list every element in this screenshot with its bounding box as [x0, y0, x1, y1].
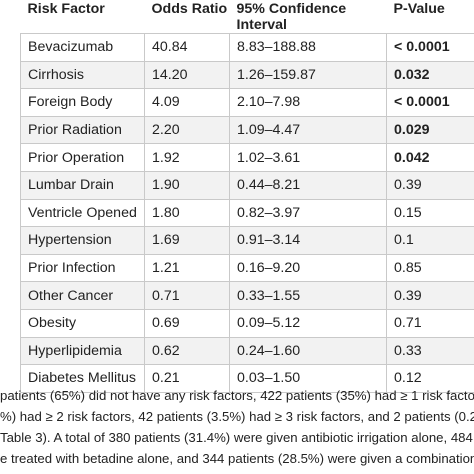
table-header: Risk Factor Odds Ratio 95% Confidence In… — [21, 0, 474, 34]
cell-risk-factor: Other Cancer — [20, 281, 145, 310]
cell-risk-factor: Lumbar Drain — [20, 170, 145, 200]
header-odds-ratio: Odds Ratio — [151, 1, 228, 17]
risk-factor-table-container: Risk Factor Odds Ratio 95% Confidence In… — [20, 0, 474, 393]
cell-p-value: < 0.0001 — [386, 33, 474, 62]
cell-confidence-interval: 0.33–1.55 — [229, 281, 387, 310]
cell-odds-ratio: 0.69 — [144, 308, 230, 338]
table-row: Other Cancer 0.71 0.33–1.55 0.39 — [20, 281, 474, 310]
cell-p-value: 0.12 — [386, 364, 474, 393]
table-row: Ventricle Opened 1.80 0.82–3.97 0.15 — [20, 198, 474, 228]
cell-risk-factor: Prior Operation — [20, 143, 145, 172]
cell-confidence-interval: 0.09–5.12 — [229, 308, 387, 338]
cell-odds-ratio: 1.21 — [144, 253, 230, 283]
cell-odds-ratio: 1.90 — [144, 170, 230, 200]
cell-odds-ratio: 40.84 — [144, 33, 230, 62]
table-row: Cirrhosis 14.20 1.26–159.87 0.032 — [20, 60, 474, 90]
header-p-value: P-Value — [393, 1, 445, 17]
body-text-line: e treated with betadine alone, and 344 p… — [0, 451, 474, 466]
body-text: patients (65%) did not have any risk fac… — [0, 385, 474, 469]
table-row: Prior Operation 1.92 1.02–3.61 0.042 — [20, 143, 474, 172]
cell-odds-ratio: 0.71 — [144, 281, 230, 310]
header-risk-factor: Risk Factor — [27, 1, 105, 17]
table-row: Diabetes Mellitus 0.21 0.03–1.50 0.12 — [20, 364, 474, 393]
cell-p-value: < 0.0001 — [386, 88, 474, 117]
cell-risk-factor: Cirrhosis — [20, 60, 145, 90]
cell-odds-ratio: 0.62 — [144, 336, 230, 366]
cell-risk-factor: Obesity — [20, 308, 145, 338]
cell-odds-ratio: 2.20 — [144, 115, 230, 145]
cell-odds-ratio: 1.92 — [144, 143, 230, 172]
cell-p-value: 0.39 — [386, 170, 474, 200]
cell-odds-ratio: 1.69 — [144, 226, 230, 255]
cell-p-value: 0.042 — [386, 143, 474, 172]
cell-confidence-interval: 1.26–159.87 — [229, 60, 387, 90]
cell-confidence-interval: 0.44–8.21 — [229, 170, 387, 200]
body-text-line: %) had ≥ 2 risk factors, 42 patients (3.… — [0, 409, 474, 424]
cell-risk-factor: Prior Infection — [20, 253, 145, 283]
cell-risk-factor: Foreign Body — [20, 88, 145, 117]
cell-p-value: 0.71 — [386, 308, 474, 338]
cell-odds-ratio: 4.09 — [144, 88, 230, 117]
cell-confidence-interval: 0.03–1.50 — [229, 364, 387, 393]
cell-risk-factor: Bevacizumab — [20, 33, 145, 62]
cell-confidence-interval: 1.02–3.61 — [229, 143, 387, 172]
cell-confidence-interval: 0.91–3.14 — [229, 226, 387, 255]
header-confidence-interval: 95% Confidence Interval — [236, 1, 347, 33]
cell-risk-factor: Ventricle Opened — [20, 198, 145, 228]
cell-risk-factor: Prior Radiation — [20, 115, 145, 145]
body-text-line: Table 3). A total of 380 patients (31.4%… — [0, 430, 473, 445]
cell-p-value: 0.33 — [386, 336, 474, 366]
table-row: Bevacizumab 40.84 8.83–188.88 < 0.0001 — [20, 33, 474, 62]
cell-p-value: 0.39 — [386, 281, 474, 310]
cell-p-value: 0.029 — [386, 115, 474, 145]
table-row: Lumbar Drain 1.90 0.44–8.21 0.39 — [20, 170, 474, 200]
table-row: Obesity 0.69 0.09–5.12 0.71 — [20, 308, 474, 338]
cell-odds-ratio: 14.20 — [144, 60, 230, 90]
cell-confidence-interval: 1.09–4.47 — [229, 115, 387, 145]
cell-confidence-interval: 8.83–188.88 — [229, 33, 387, 62]
cell-odds-ratio: 0.21 — [144, 364, 230, 393]
cell-p-value: 0.032 — [386, 60, 474, 90]
table-row: Hyperlipidemia 0.62 0.24–1.60 0.33 — [20, 336, 474, 366]
body-text-line: patients (65%) did not have any risk fac… — [0, 388, 474, 403]
risk-factor-table: Risk Factor Odds Ratio 95% Confidence In… — [20, 0, 474, 393]
cell-risk-factor: Diabetes Mellitus — [20, 364, 145, 393]
cell-p-value: 0.85 — [386, 253, 474, 283]
table-row: Foreign Body 4.09 2.10–7.98 < 0.0001 — [20, 88, 474, 117]
cell-p-value: 0.15 — [386, 198, 474, 228]
cell-odds-ratio: 1.80 — [144, 198, 230, 228]
cell-confidence-interval: 0.82–3.97 — [229, 198, 387, 228]
cell-confidence-interval: 0.16–9.20 — [229, 253, 387, 283]
table-row: Prior Infection 1.21 0.16–9.20 0.85 — [20, 253, 474, 283]
table-row: Prior Radiation 2.20 1.09–4.47 0.029 — [20, 115, 474, 145]
cell-confidence-interval: 2.10–7.98 — [229, 88, 387, 117]
cell-risk-factor: Hypertension — [20, 226, 145, 255]
table-body: Bevacizumab 40.84 8.83–188.88 < 0.0001 Cirrh… — [20, 33, 474, 393]
table-row: Hypertension 1.69 0.91–3.14 0.1 — [20, 226, 474, 255]
cell-confidence-interval: 0.24–1.60 — [229, 336, 387, 366]
cell-risk-factor: Hyperlipidemia — [20, 336, 145, 366]
cell-p-value: 0.1 — [386, 226, 474, 255]
